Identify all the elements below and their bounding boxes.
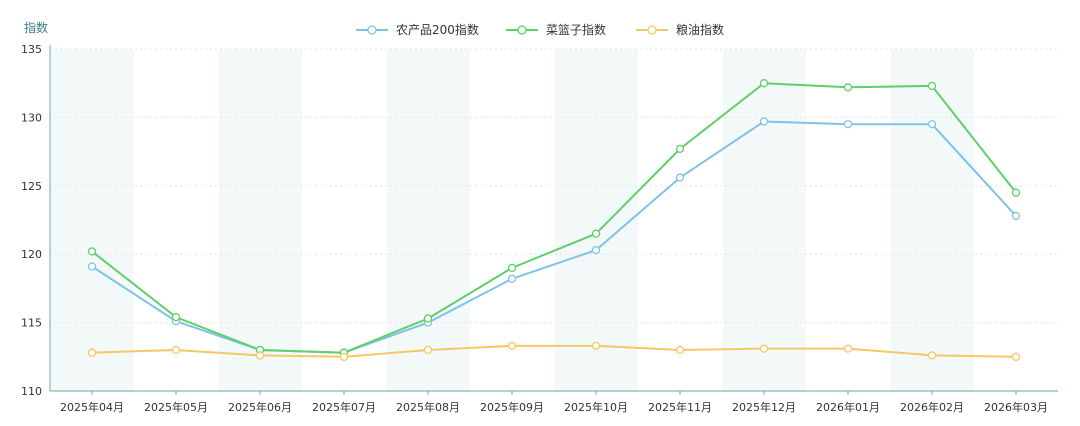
x-tick-label: 2025年12月 — [732, 400, 796, 414]
x-tick-label: 2026年03月 — [984, 400, 1048, 414]
x-tick-label: 2026年01月 — [816, 400, 880, 414]
data-point — [843, 83, 853, 92]
band-8 — [723, 49, 806, 391]
data-point — [843, 120, 853, 129]
data-point — [927, 351, 937, 360]
legend-label: 粮油指数 — [676, 22, 724, 37]
x-tick-label: 2025年08月 — [396, 400, 460, 414]
gridlines — [50, 48, 1058, 324]
data-point — [507, 341, 517, 351]
x-ticks: 2025年04月 2025年05月 2025年06月 2025年07月 2025年08月… — [60, 391, 1048, 414]
data-point — [1011, 188, 1021, 197]
y-tick-label: 110 — [21, 385, 42, 398]
axes — [49, 45, 1058, 392]
x-tick-label: 2025年05月 — [144, 400, 208, 414]
x-tick-label: 2026年02月 — [900, 400, 964, 414]
series-lines — [87, 79, 1021, 361]
data-point — [675, 345, 685, 355]
data-point — [675, 173, 685, 182]
band-0 — [51, 49, 134, 391]
x-tick-label: 2025年09月 — [480, 400, 544, 414]
data-point — [87, 247, 97, 256]
data-point — [255, 351, 265, 360]
legend-item-0: 农产品200指数 — [356, 22, 479, 37]
data-point — [591, 341, 601, 351]
y-tick-label: 115 — [21, 317, 42, 330]
data-point — [507, 263, 517, 273]
band-2 — [219, 49, 302, 391]
data-point — [927, 81, 937, 91]
data-point — [759, 117, 769, 126]
data-point — [171, 345, 181, 355]
x-tick-label: 2025年06月 — [228, 400, 292, 414]
data-point — [87, 348, 97, 357]
y-ticks: 110 115 120 125 130 135 — [21, 43, 42, 398]
x-tick-label: 2025年04月 — [60, 400, 124, 414]
series-line — [91, 344, 1017, 358]
data-point — [843, 344, 853, 353]
series-2 — [87, 341, 1021, 361]
data-point — [591, 229, 601, 238]
series-1 — [87, 79, 1021, 357]
data-point — [759, 344, 769, 353]
x-tick-label: 2025年10月 — [564, 400, 628, 414]
band-4 — [387, 49, 470, 391]
band-10 — [891, 49, 974, 391]
data-point — [423, 345, 433, 355]
band-6 — [555, 49, 638, 391]
legend-label: 农产品200指数 — [396, 22, 479, 37]
legend-item-1: 菜篮子指数 — [506, 22, 606, 37]
legend: 农产品200指数 菜篮子指数 粮油指数 — [356, 22, 724, 37]
x-tick-label: 2025年07月 — [312, 400, 376, 414]
legend-item-2: 粮油指数 — [636, 22, 724, 37]
data-point — [927, 120, 937, 129]
data-point — [591, 245, 601, 255]
y-tick-label: 135 — [21, 43, 42, 56]
data-point — [1011, 211, 1021, 221]
data-point — [423, 314, 433, 323]
data-point — [675, 144, 685, 154]
data-point — [759, 79, 769, 88]
data-point — [87, 262, 97, 271]
data-point — [507, 274, 517, 283]
series-line — [91, 82, 1017, 354]
data-point — [339, 352, 349, 361]
alternating-bands — [51, 49, 974, 391]
y-tick-label: 120 — [21, 248, 42, 261]
y-tick-label: 125 — [21, 180, 42, 193]
x-tick-label: 2025年11月 — [648, 400, 712, 414]
y-tick-label: 130 — [21, 111, 42, 124]
data-point — [1011, 352, 1021, 361]
data-point — [171, 312, 181, 322]
legend-marker — [647, 25, 657, 35]
y-axis-label: 指数 — [24, 20, 48, 35]
legend-label: 菜篮子指数 — [546, 22, 606, 37]
legend-marker — [517, 25, 527, 35]
legend-marker — [367, 25, 377, 35]
